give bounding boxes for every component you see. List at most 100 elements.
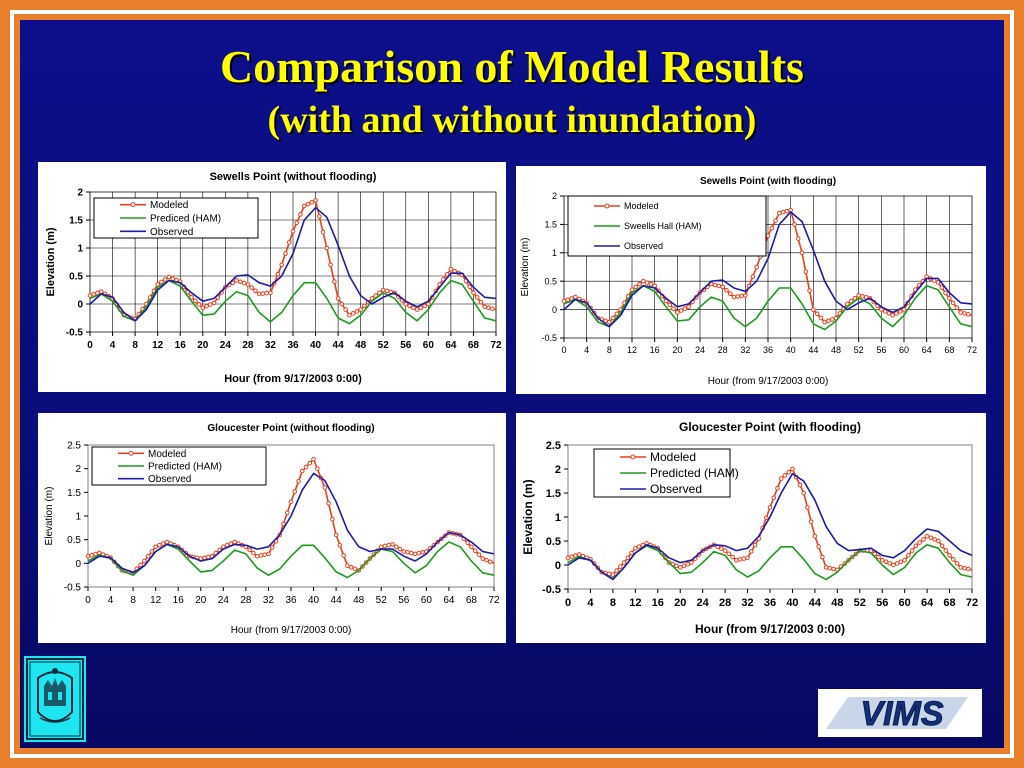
data-point-modeled — [330, 516, 335, 522]
legend-label: Modeled — [650, 450, 696, 464]
data-point-modeled — [480, 556, 486, 561]
y-axis-label: Elevation (m) — [44, 487, 55, 546]
x-tick-label: 24 — [697, 597, 710, 609]
data-point-modeled — [401, 549, 407, 554]
x-tick-label: 12 — [629, 597, 641, 609]
data-point-modeled — [682, 306, 688, 311]
x-tick-label: 36 — [287, 340, 299, 351]
data-point-modeled — [876, 554, 881, 560]
x-tick-label: 8 — [610, 597, 616, 609]
data-point-modeled — [958, 310, 963, 315]
x-tick-label: 64 — [921, 597, 934, 609]
x-tick-label: 20 — [197, 340, 209, 351]
data-point-modeled — [816, 544, 821, 549]
data-point-modeled — [943, 548, 949, 553]
y-tick-label: 1.5 — [546, 488, 561, 500]
data-point-modeled — [792, 222, 797, 227]
data-point-modeled — [823, 565, 829, 570]
x-tick-label: 32 — [265, 340, 277, 351]
data-point-modeled — [281, 521, 286, 527]
data-point-modeled — [241, 280, 247, 286]
data-point-modeled — [335, 296, 341, 301]
data-point-modeled — [426, 301, 431, 307]
data-point-modeled — [482, 304, 488, 310]
data-point-modeled — [170, 276, 176, 281]
data-point-modeled — [856, 293, 861, 298]
y-tick-label: 1.5 — [69, 216, 83, 227]
data-point-modeled — [773, 218, 778, 223]
data-point-modeled — [943, 290, 948, 296]
data-point-modeled — [641, 278, 646, 284]
x-tick-label: 48 — [353, 595, 365, 606]
y-tick-label: 1.5 — [544, 220, 557, 230]
data-point-modeled — [298, 212, 303, 217]
y-tick-label: 0 — [75, 559, 81, 570]
data-point-modeled — [251, 550, 256, 556]
data-point-modeled — [303, 464, 309, 470]
data-point-modeled — [754, 264, 759, 270]
data-point-modeled — [324, 245, 330, 251]
x-tick-label: 4 — [587, 597, 594, 609]
y-tick-label: 2.5 — [67, 441, 81, 452]
chart-title: Sewells Point (with flooding) — [700, 176, 836, 187]
data-point-modeled — [610, 572, 616, 577]
data-point-modeled — [561, 298, 567, 304]
chart-title: Gloucester Point (without flooding) — [207, 423, 374, 434]
data-point-modeled — [750, 274, 756, 279]
data-point-modeled — [689, 560, 694, 565]
data-point-modeled — [397, 546, 403, 552]
x-axis-label: Hour (from 9/17/2003 0:00) — [224, 373, 362, 385]
data-point-modeled — [471, 290, 476, 296]
x-tick-label: 0 — [561, 345, 566, 355]
data-point-modeled — [153, 544, 158, 550]
x-tick-label: 44 — [331, 595, 343, 606]
data-point-modeled — [782, 473, 788, 478]
y-axis-label: Elevation (m) — [45, 227, 57, 296]
series-line-observed — [87, 472, 495, 574]
data-point-modeled — [403, 301, 409, 307]
legend-label: Observed — [150, 227, 193, 238]
x-tick-label: 32 — [741, 597, 753, 609]
data-point-modeled — [215, 295, 221, 300]
data-point-modeled — [162, 277, 168, 282]
data-point-modeled — [348, 564, 354, 570]
x-tick-label: 8 — [607, 345, 612, 355]
x-tick-label: 16 — [173, 595, 185, 606]
data-point-modeled — [928, 535, 934, 541]
data-point-modeled — [769, 225, 775, 231]
data-point-modeled — [784, 208, 790, 214]
x-tick-label: 20 — [674, 597, 686, 609]
data-point-modeled — [472, 548, 478, 554]
x-tick-label: 72 — [966, 597, 978, 609]
data-point-modeled — [887, 561, 893, 566]
y-tick-label: 0 — [77, 300, 83, 311]
x-tick-label: 48 — [831, 597, 843, 609]
x-tick-label: 36 — [764, 597, 776, 609]
y-tick-label: 1.5 — [67, 488, 81, 499]
data-point-modeled — [573, 553, 578, 558]
data-point-modeled — [633, 284, 639, 290]
data-point-modeled — [932, 537, 937, 542]
x-tick-label: 60 — [421, 595, 433, 606]
data-point-modeled — [416, 550, 422, 556]
data-point-modeled — [780, 209, 786, 215]
y-tick-label: 2 — [555, 464, 561, 476]
legend-label: Sweells Hall (HAM) — [624, 221, 702, 231]
data-point-modeled — [279, 262, 285, 268]
legend-label: Observed — [650, 482, 702, 496]
data-point-modeled — [230, 280, 236, 286]
data-point-modeled — [444, 272, 450, 277]
data-point-modeled — [354, 309, 360, 314]
data-point-modeled — [950, 300, 956, 306]
data-point-modeled — [879, 307, 884, 312]
data-point-modeled — [569, 554, 575, 559]
y-tick-label: 2.5 — [546, 440, 561, 452]
x-tick-label: 48 — [831, 345, 841, 355]
x-tick-label: 52 — [854, 597, 866, 609]
y-tick-label: 0.5 — [67, 535, 81, 546]
data-point-modeled — [719, 546, 724, 551]
x-tick-label: 68 — [466, 595, 478, 606]
data-point-modeled — [829, 317, 835, 322]
data-point-modeled — [189, 294, 194, 300]
